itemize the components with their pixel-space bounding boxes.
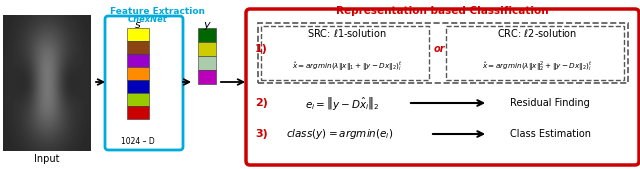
Text: $e_i=\left\|y-D\hat{x}_i\right\|_2$: $e_i=\left\|y-D\hat{x}_i\right\|_2$: [305, 94, 380, 112]
Text: 2): 2): [255, 98, 268, 108]
Bar: [127, 93, 149, 106]
Bar: [198, 56, 216, 70]
Bar: [127, 41, 149, 54]
FancyBboxPatch shape: [258, 23, 628, 83]
Bar: [3, 15, 91, 151]
Text: 1): 1): [255, 44, 268, 54]
Bar: [127, 28, 149, 41]
Text: $class(y)=argmin(e_i)$: $class(y)=argmin(e_i)$: [286, 127, 394, 141]
FancyBboxPatch shape: [246, 9, 639, 165]
Text: CRC: $\ell$2-solution: CRC: $\ell$2-solution: [497, 27, 577, 39]
Text: Representation based Classification: Representation based Classification: [336, 6, 548, 16]
FancyBboxPatch shape: [261, 26, 429, 80]
Text: y: y: [204, 20, 211, 30]
Bar: [127, 106, 149, 119]
Text: 1024 – D: 1024 – D: [121, 138, 155, 147]
FancyBboxPatch shape: [446, 26, 624, 80]
Bar: [198, 28, 216, 42]
Text: ChexNet: ChexNet: [128, 15, 168, 24]
FancyBboxPatch shape: [105, 16, 183, 150]
Text: $\hat{x}=argmin(\lambda\|x\|_1+\|y-Dx\|_2)_i^t$: $\hat{x}=argmin(\lambda\|x\|_1+\|y-Dx\|_…: [292, 59, 403, 73]
Bar: [127, 67, 149, 80]
Bar: [198, 42, 216, 56]
Text: Class Estimation: Class Estimation: [509, 129, 591, 139]
Bar: [127, 80, 149, 93]
Text: Feature Extraction: Feature Extraction: [111, 7, 205, 16]
Bar: [198, 70, 216, 84]
Text: Input: Input: [35, 154, 60, 164]
Text: $\hat{x}=argmin(\lambda\|x\|_2^2+\|y-Dx\|_2)_i^t$: $\hat{x}=argmin(\lambda\|x\|_2^2+\|y-Dx\…: [481, 59, 593, 73]
Text: SRC: $\ell$1-solution: SRC: $\ell$1-solution: [307, 27, 387, 39]
Text: 3): 3): [255, 129, 268, 139]
Text: or: or: [433, 44, 445, 54]
Text: s: s: [135, 20, 141, 30]
Text: Residual Finding: Residual Finding: [510, 98, 590, 108]
Bar: [127, 54, 149, 67]
